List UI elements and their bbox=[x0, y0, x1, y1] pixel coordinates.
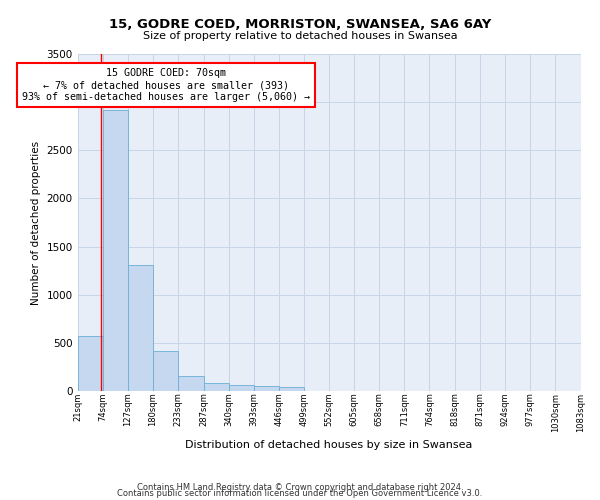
Text: 15 GODRE COED: 70sqm
← 7% of detached houses are smaller (393)
93% of semi-detac: 15 GODRE COED: 70sqm ← 7% of detached ho… bbox=[22, 68, 310, 102]
Bar bbox=[203, 384, 229, 391]
Text: 15, GODRE COED, MORRISTON, SWANSEA, SA6 6AY: 15, GODRE COED, MORRISTON, SWANSEA, SA6 … bbox=[109, 18, 491, 30]
Bar bbox=[128, 265, 153, 391]
Bar bbox=[279, 387, 304, 391]
Bar bbox=[153, 351, 178, 391]
Bar bbox=[229, 386, 254, 391]
Text: Size of property relative to detached houses in Swansea: Size of property relative to detached ho… bbox=[143, 31, 457, 41]
Bar bbox=[254, 386, 279, 391]
Text: Contains public sector information licensed under the Open Government Licence v3: Contains public sector information licen… bbox=[118, 490, 482, 498]
X-axis label: Distribution of detached houses by size in Swansea: Distribution of detached houses by size … bbox=[185, 440, 473, 450]
Y-axis label: Number of detached properties: Number of detached properties bbox=[31, 140, 41, 304]
Bar bbox=[77, 336, 103, 391]
Bar bbox=[103, 110, 128, 391]
Bar bbox=[178, 376, 203, 391]
Text: Contains HM Land Registry data © Crown copyright and database right 2024.: Contains HM Land Registry data © Crown c… bbox=[137, 484, 463, 492]
